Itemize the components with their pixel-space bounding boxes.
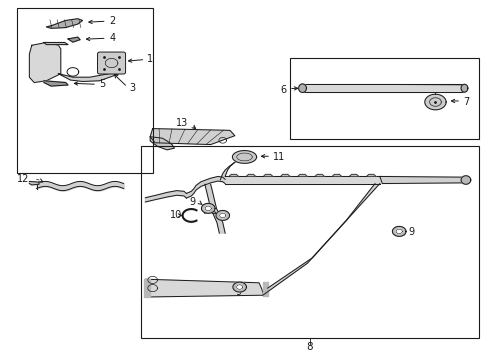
Polygon shape (216, 211, 229, 220)
Polygon shape (245, 174, 255, 176)
Polygon shape (150, 129, 234, 145)
Polygon shape (297, 174, 307, 176)
Bar (290, 58, 478, 139)
Text: 11: 11 (272, 152, 284, 162)
Polygon shape (366, 174, 375, 176)
Polygon shape (348, 174, 358, 176)
Polygon shape (395, 229, 402, 234)
Polygon shape (331, 174, 341, 176)
Polygon shape (236, 285, 242, 289)
Polygon shape (44, 81, 68, 86)
Text: 1: 1 (146, 54, 153, 64)
Polygon shape (29, 42, 61, 82)
Text: 4: 4 (109, 33, 115, 43)
Polygon shape (460, 176, 470, 184)
Polygon shape (298, 84, 306, 93)
Text: 9: 9 (202, 206, 208, 216)
Polygon shape (68, 37, 80, 42)
Polygon shape (263, 184, 379, 295)
Text: 12: 12 (17, 174, 30, 184)
Polygon shape (150, 137, 174, 150)
Polygon shape (263, 282, 267, 296)
Polygon shape (232, 150, 256, 163)
Polygon shape (44, 42, 68, 45)
Polygon shape (144, 279, 150, 297)
Polygon shape (280, 174, 289, 176)
Polygon shape (224, 176, 379, 184)
Polygon shape (58, 71, 119, 81)
Text: 3: 3 (129, 83, 135, 93)
Polygon shape (145, 279, 264, 297)
Text: 2: 2 (109, 16, 115, 26)
Bar (140, 146, 478, 338)
Text: 10: 10 (169, 211, 182, 220)
Polygon shape (204, 184, 224, 233)
Polygon shape (220, 159, 239, 180)
Text: 6: 6 (280, 85, 286, 95)
Text: 13: 13 (175, 118, 187, 128)
Text: 9: 9 (235, 287, 241, 297)
Polygon shape (392, 226, 405, 237)
Polygon shape (205, 206, 211, 211)
Polygon shape (186, 176, 224, 198)
Text: 9: 9 (407, 227, 413, 237)
Polygon shape (228, 174, 238, 176)
Text: 5: 5 (99, 79, 105, 89)
Polygon shape (145, 191, 186, 202)
Text: 8: 8 (306, 342, 312, 352)
Polygon shape (219, 213, 225, 218)
Polygon shape (424, 94, 445, 110)
Polygon shape (29, 181, 39, 185)
Polygon shape (460, 84, 467, 92)
Bar (17, 8, 152, 173)
Polygon shape (263, 174, 272, 176)
Polygon shape (46, 19, 82, 28)
Polygon shape (314, 174, 324, 176)
FancyBboxPatch shape (97, 52, 125, 74)
Polygon shape (201, 203, 215, 213)
Polygon shape (232, 282, 246, 292)
Polygon shape (379, 176, 465, 184)
Text: 7: 7 (462, 97, 468, 107)
Text: 9: 9 (189, 197, 195, 207)
